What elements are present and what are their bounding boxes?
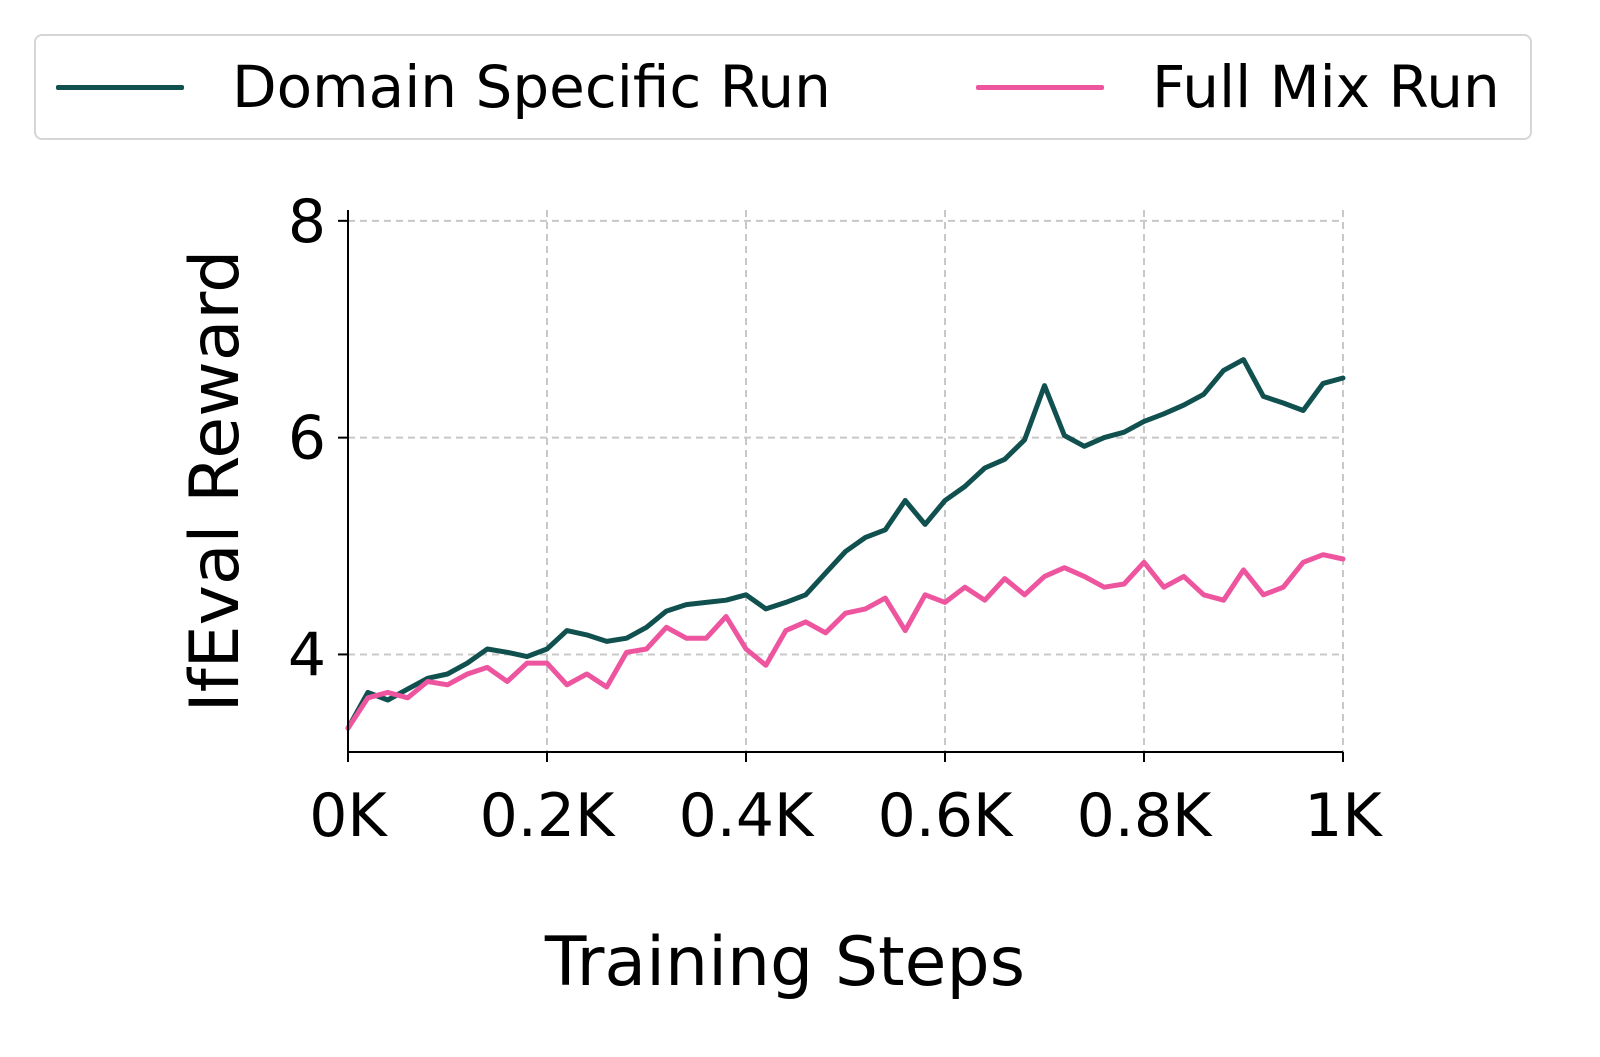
grid-lines <box>347 210 1344 752</box>
legend-swatch-domain-specific <box>56 84 184 90</box>
x-tick-label: 1K <box>1304 781 1383 851</box>
ticks: 0K 0.2K 0.4K 0.6K 0.8K 1K 4 6 8 <box>288 187 1384 851</box>
legend-item-full-mix: Full Mix Run <box>976 36 1500 138</box>
x-tick-label: 0.6K <box>878 781 1014 851</box>
y-tick-label: 8 <box>288 187 326 257</box>
series-line-full-mix <box>345 552 1346 731</box>
y-axis-label: IfEval Reward <box>176 250 255 713</box>
legend: Domain Specific Run Full Mix Run <box>34 34 1532 140</box>
y-tick-label: 6 <box>288 404 326 474</box>
legend-label-full-mix: Full Mix Run <box>1152 53 1500 121</box>
x-tick-label: 0.2K <box>480 781 616 851</box>
legend-label-domain-specific: Domain Specific Run <box>232 53 831 121</box>
x-tick-label: 0.4K <box>679 781 815 851</box>
series-line-domain-specific <box>345 357 1346 731</box>
x-axis-label: Training Steps <box>544 923 1025 1002</box>
x-tick-label: 0.8K <box>1077 781 1213 851</box>
x-tick-label: 0K <box>309 781 388 851</box>
y-tick-label: 4 <box>288 620 326 690</box>
axes <box>347 210 1343 753</box>
legend-swatch-full-mix <box>976 84 1104 90</box>
series-lines <box>345 357 1346 731</box>
legend-item-domain-specific: Domain Specific Run <box>56 36 831 138</box>
